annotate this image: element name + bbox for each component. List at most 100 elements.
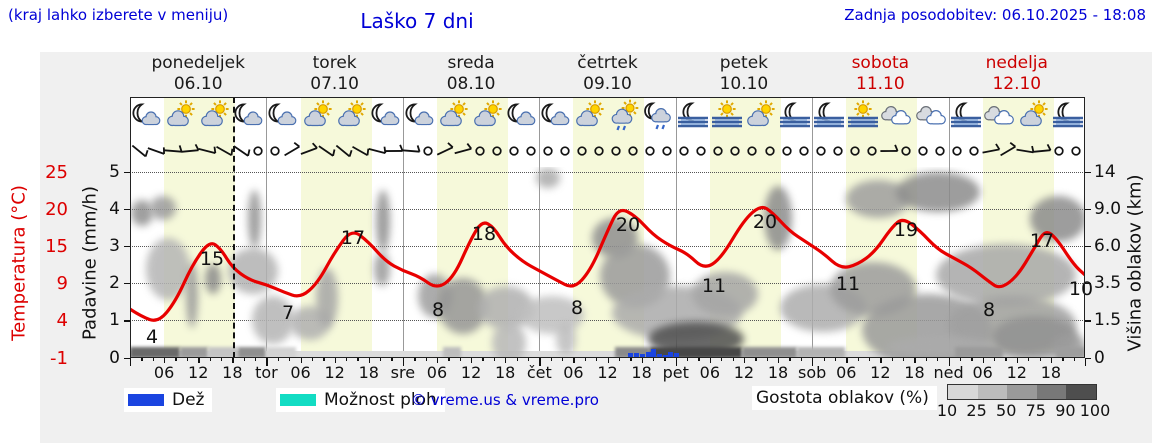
wind-barb-icon bbox=[402, 142, 421, 160]
rain-bar bbox=[668, 352, 673, 357]
cloud-blob bbox=[186, 262, 198, 328]
time-tick-label: 12 bbox=[1006, 363, 1027, 382]
right-tick bbox=[1085, 171, 1091, 173]
temperature-value-label: 8 bbox=[431, 299, 445, 321]
cloud-blob bbox=[131, 200, 153, 226]
weather-symbol bbox=[982, 101, 1018, 131]
wind-barb-icon bbox=[351, 142, 370, 160]
day-header: sreda 08.10 bbox=[446, 53, 496, 94]
time-tick-label: 12 bbox=[733, 363, 755, 382]
legend-rain: Dež bbox=[124, 388, 213, 412]
density-value-label: 25 bbox=[966, 401, 987, 420]
wind-calm-icon bbox=[556, 142, 574, 160]
temperature-value-label: 18 bbox=[471, 223, 497, 245]
cloud-blob bbox=[492, 322, 526, 358]
wind-calm-icon bbox=[522, 142, 540, 160]
weather-symbol bbox=[300, 100, 336, 131]
x-tick bbox=[277, 358, 280, 361]
x-tick bbox=[391, 358, 393, 361]
x-tick bbox=[175, 358, 177, 361]
wind-barb-icon bbox=[300, 142, 318, 160]
x-tick bbox=[584, 358, 587, 361]
wind-calm-icon bbox=[505, 142, 523, 160]
moon-cloud-icon bbox=[371, 103, 400, 126]
day-abbrev-label: sre bbox=[390, 363, 416, 382]
x-tick bbox=[959, 358, 962, 361]
wind-calm-icon bbox=[573, 142, 591, 160]
wind-barb-icon bbox=[1016, 142, 1035, 160]
x-tick bbox=[368, 358, 371, 363]
cloud-cover-layer bbox=[130, 167, 1085, 358]
x-tick bbox=[471, 358, 473, 363]
rain-bar bbox=[663, 355, 668, 357]
ground-cloud-strip bbox=[208, 347, 238, 358]
moon-fog-icon bbox=[677, 102, 708, 128]
time-tick-label: 06 bbox=[290, 363, 311, 382]
cloud-blob bbox=[376, 190, 390, 252]
ground-cloud-strip bbox=[238, 347, 266, 358]
weather-symbol bbox=[436, 100, 472, 131]
x-tick bbox=[289, 358, 291, 361]
day-header: ponedeljek 06.10 bbox=[151, 53, 245, 94]
wind-calm-icon bbox=[539, 142, 557, 160]
time-tick-label: 06 bbox=[153, 363, 175, 382]
weather-symbol bbox=[368, 101, 404, 131]
x-tick bbox=[130, 358, 132, 366]
x-tick bbox=[266, 358, 268, 366]
rain-label: Dež bbox=[172, 390, 205, 410]
density-value-label: 50 bbox=[996, 401, 1017, 420]
x-tick bbox=[1039, 358, 1041, 361]
moon-cloud-icon bbox=[507, 103, 536, 126]
time-tick-label: 18 bbox=[631, 363, 652, 382]
time-tick-label: 06 bbox=[836, 363, 857, 382]
weather-symbol bbox=[914, 101, 950, 131]
right-tick bbox=[1085, 283, 1091, 285]
wind-calm-icon bbox=[778, 142, 796, 160]
time-tick-label: 06 bbox=[563, 363, 584, 382]
cloudheight-tick-label: 9.0 bbox=[1094, 198, 1122, 219]
legend-showers: Možnost ploh bbox=[276, 388, 445, 412]
weather-symbol bbox=[811, 101, 847, 131]
weather-symbol bbox=[572, 100, 608, 131]
copyright-link[interactable]: © vreme.us & vreme.pro bbox=[411, 391, 599, 409]
cloud-blob bbox=[896, 172, 980, 212]
left-tick bbox=[124, 357, 130, 359]
x-tick bbox=[334, 358, 336, 363]
x-tick bbox=[664, 358, 666, 361]
temperature-value-label: 17 bbox=[1029, 230, 1055, 252]
cloud-blob bbox=[150, 196, 176, 220]
x-tick bbox=[186, 358, 189, 361]
ground-cloud-strip bbox=[266, 347, 296, 358]
precip-tick-label: 3 bbox=[109, 235, 120, 256]
x-tick bbox=[982, 358, 984, 363]
cloud-blob bbox=[252, 296, 294, 344]
current-time-line bbox=[232, 97, 235, 358]
sun-cloud-icon bbox=[167, 100, 195, 127]
ground-cloud-strip bbox=[443, 347, 461, 358]
x-tick bbox=[346, 358, 348, 361]
x-tick bbox=[482, 358, 484, 361]
x-tick bbox=[1016, 358, 1019, 363]
sun-cloud-icon bbox=[337, 100, 366, 127]
wind-barb-icon bbox=[198, 142, 216, 160]
wind-barb-icon bbox=[454, 142, 472, 160]
wind-calm-icon bbox=[1067, 142, 1085, 160]
x-tick bbox=[232, 358, 234, 363]
legend-cloud-density: Gostota oblakov (%) bbox=[752, 386, 937, 410]
x-tick bbox=[1050, 358, 1053, 363]
cloud-blob bbox=[316, 268, 338, 328]
time-tick-label: 18 bbox=[494, 363, 516, 382]
ground-cloud-strip bbox=[650, 347, 742, 358]
day-header: petek 10.10 bbox=[719, 53, 769, 94]
temp-tick-label: 15 bbox=[45, 235, 68, 257]
wind-calm-icon bbox=[726, 142, 744, 160]
x-tick bbox=[652, 358, 655, 361]
sun-cloud-icon bbox=[1019, 100, 1048, 127]
wind-calm-icon bbox=[965, 142, 983, 160]
temperature-value-label: 10 bbox=[1068, 278, 1094, 300]
wind-calm-icon bbox=[419, 142, 437, 160]
x-tick bbox=[891, 358, 894, 361]
left-tick bbox=[124, 171, 130, 173]
rain-bar bbox=[651, 349, 656, 357]
x-tick bbox=[789, 358, 791, 361]
